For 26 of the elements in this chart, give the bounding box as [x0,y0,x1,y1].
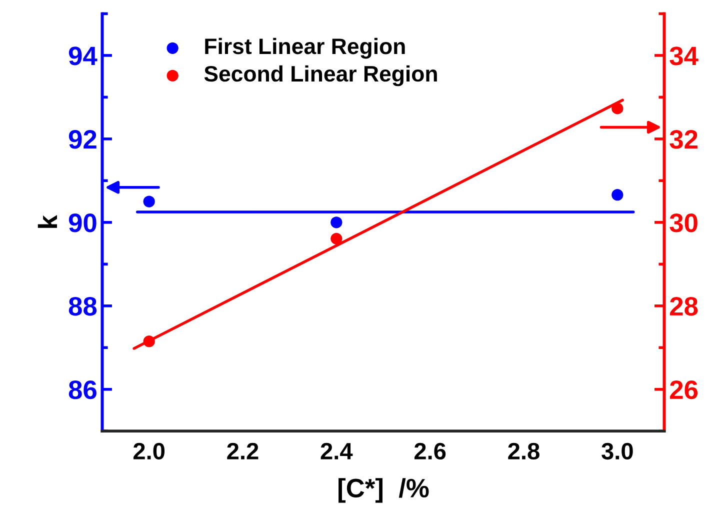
point [143,336,155,348]
y-tick-label: 86 [68,380,96,400]
y2-tick-label: 34 [670,46,698,66]
y-tick-label: 90 [68,214,96,232]
y2-tick-label: 28 [670,297,698,316]
y2-tick-label: 32 [670,130,698,149]
legend-label: Second Linear Region [204,65,437,86]
x-axis-title: [C*] /% [338,478,429,503]
x-tick-label: 2.2 [227,442,258,460]
x-tick-label: 3.0 [602,442,633,460]
y-tick-label: 94 [68,46,98,66]
y-axis-title: k [38,215,58,228]
x-tick-label: 2.4 [320,442,353,460]
point [330,232,342,244]
point [612,102,624,114]
y2-tick-label: 30 [670,214,698,232]
y2-tick-label: 26 [670,380,698,400]
point [143,196,155,208]
legend-label: First Linear Region [205,38,405,59]
point [612,189,624,201]
y-tick-label: 92 [68,130,96,149]
x-tick-label: 2.0 [133,442,165,460]
x-tick-label: 2.6 [414,442,446,460]
point [330,216,342,228]
x-tick-label: 2.8 [508,442,540,460]
y-tick-label: 88 [68,297,97,316]
